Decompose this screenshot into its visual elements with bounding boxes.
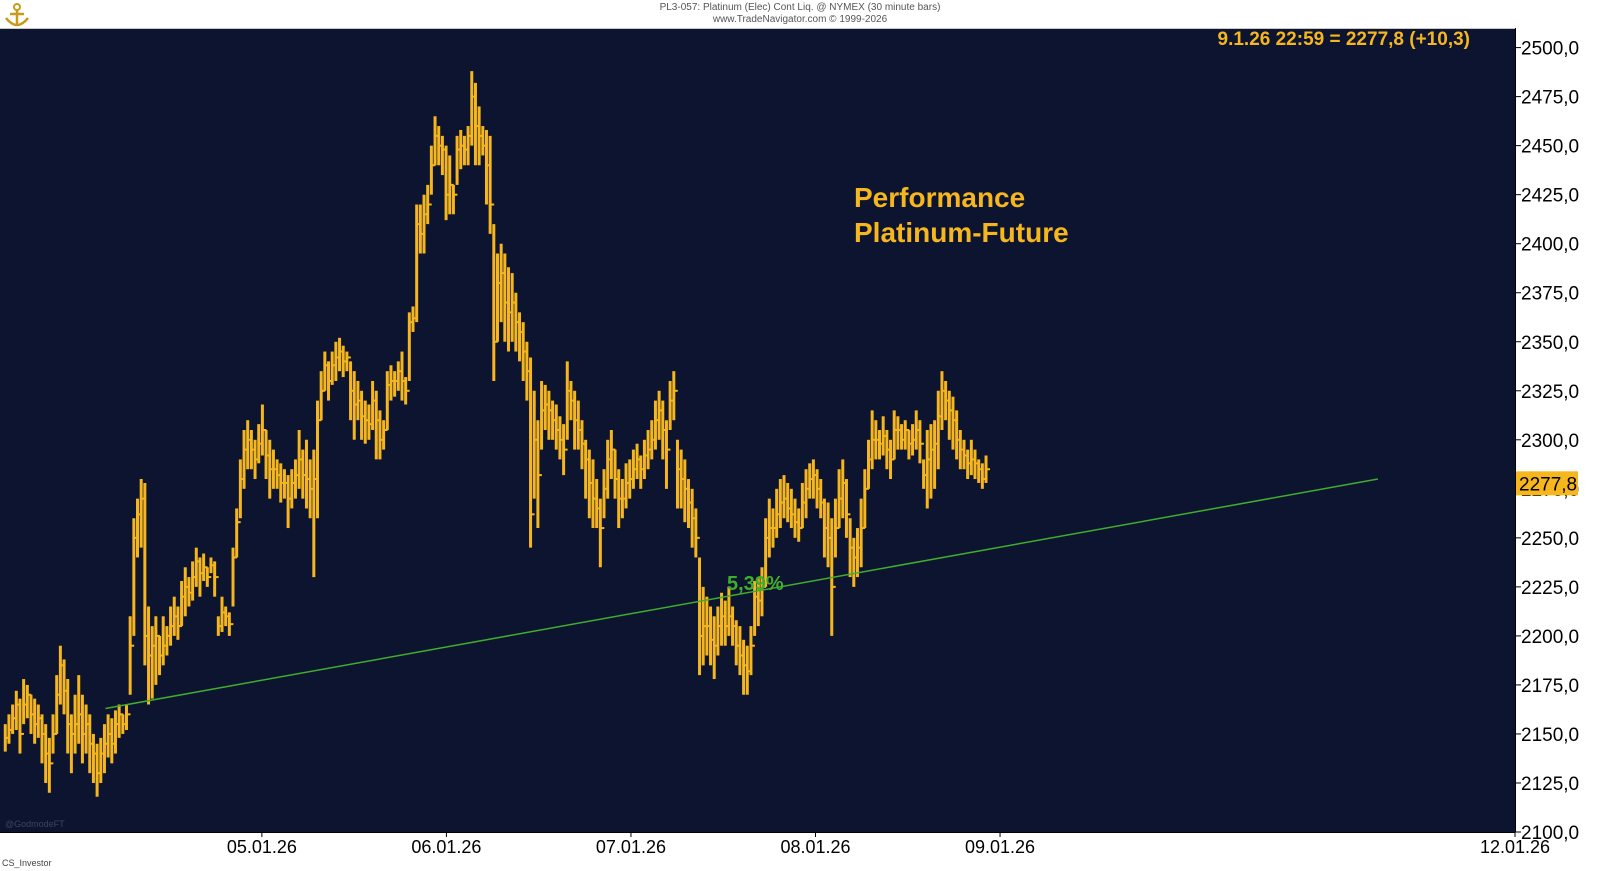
chart-title: Performance Platinum-Future [854, 180, 1069, 250]
y-tick-label: 2425,0 [1521, 186, 1579, 207]
y-tick-label: 2200,0 [1521, 627, 1579, 648]
header-copyright-line: www.TradeNavigator.com © 1999-2026 [712, 14, 888, 25]
y-tick-label: 2400,0 [1521, 235, 1579, 256]
y-tick-label: 2100,0 [1521, 823, 1579, 844]
x-tick-label: 09.01.26 [965, 837, 1035, 857]
footer-credit: CS_Investor [2, 858, 52, 868]
chart-header: PL3-057: Platinum (Elec) Cont Liq. @ NYM… [0, 0, 1600, 28]
last-price-label: 2277,8 [1519, 474, 1577, 495]
x-tick-label: 05.01.26 [227, 837, 297, 857]
y-tick-label: 2350,0 [1521, 333, 1579, 354]
anchor-logo-icon [5, 3, 29, 27]
chart-title-line-2: Platinum-Future [854, 217, 1069, 248]
y-tick-label: 2475,0 [1521, 88, 1579, 109]
header-instrument-line: PL3-057: Platinum (Elec) Cont Liq. @ NYM… [659, 2, 941, 13]
x-tick-label: 07.01.26 [596, 837, 666, 857]
x-tick-label: 12.01.26 [1480, 837, 1550, 857]
y-tick-label: 2175,0 [1521, 676, 1579, 697]
y-tick-label: 2250,0 [1521, 529, 1579, 550]
y-tick-label: 2125,0 [1521, 774, 1579, 795]
y-tick-label: 2500,0 [1521, 39, 1579, 60]
y-tick-label: 2450,0 [1521, 137, 1579, 158]
chart-title-line-1: Performance [854, 182, 1026, 213]
y-tick-label: 2150,0 [1521, 725, 1579, 746]
trendline-performance-label: 5,39% [727, 573, 784, 595]
y-tick-label: 2325,0 [1521, 382, 1579, 403]
last-price-marker [1516, 471, 1578, 496]
trendline [105, 478, 1379, 710]
x-tick-label: 08.01.26 [780, 837, 850, 857]
author-watermark: @GodmodeFT [5, 819, 65, 829]
quote-readout: 9.1.26 22:59 = 2277,8 (+10,3) [1217, 29, 1470, 50]
y-tick-label: 2225,0 [1521, 578, 1579, 599]
plot-background [0, 28, 1515, 832]
y-tick-label: 2300,0 [1521, 431, 1579, 452]
ohlc-bars [3, 71, 991, 797]
x-tick-label: 06.01.26 [411, 837, 481, 857]
y-tick-label: 2375,0 [1521, 284, 1579, 305]
